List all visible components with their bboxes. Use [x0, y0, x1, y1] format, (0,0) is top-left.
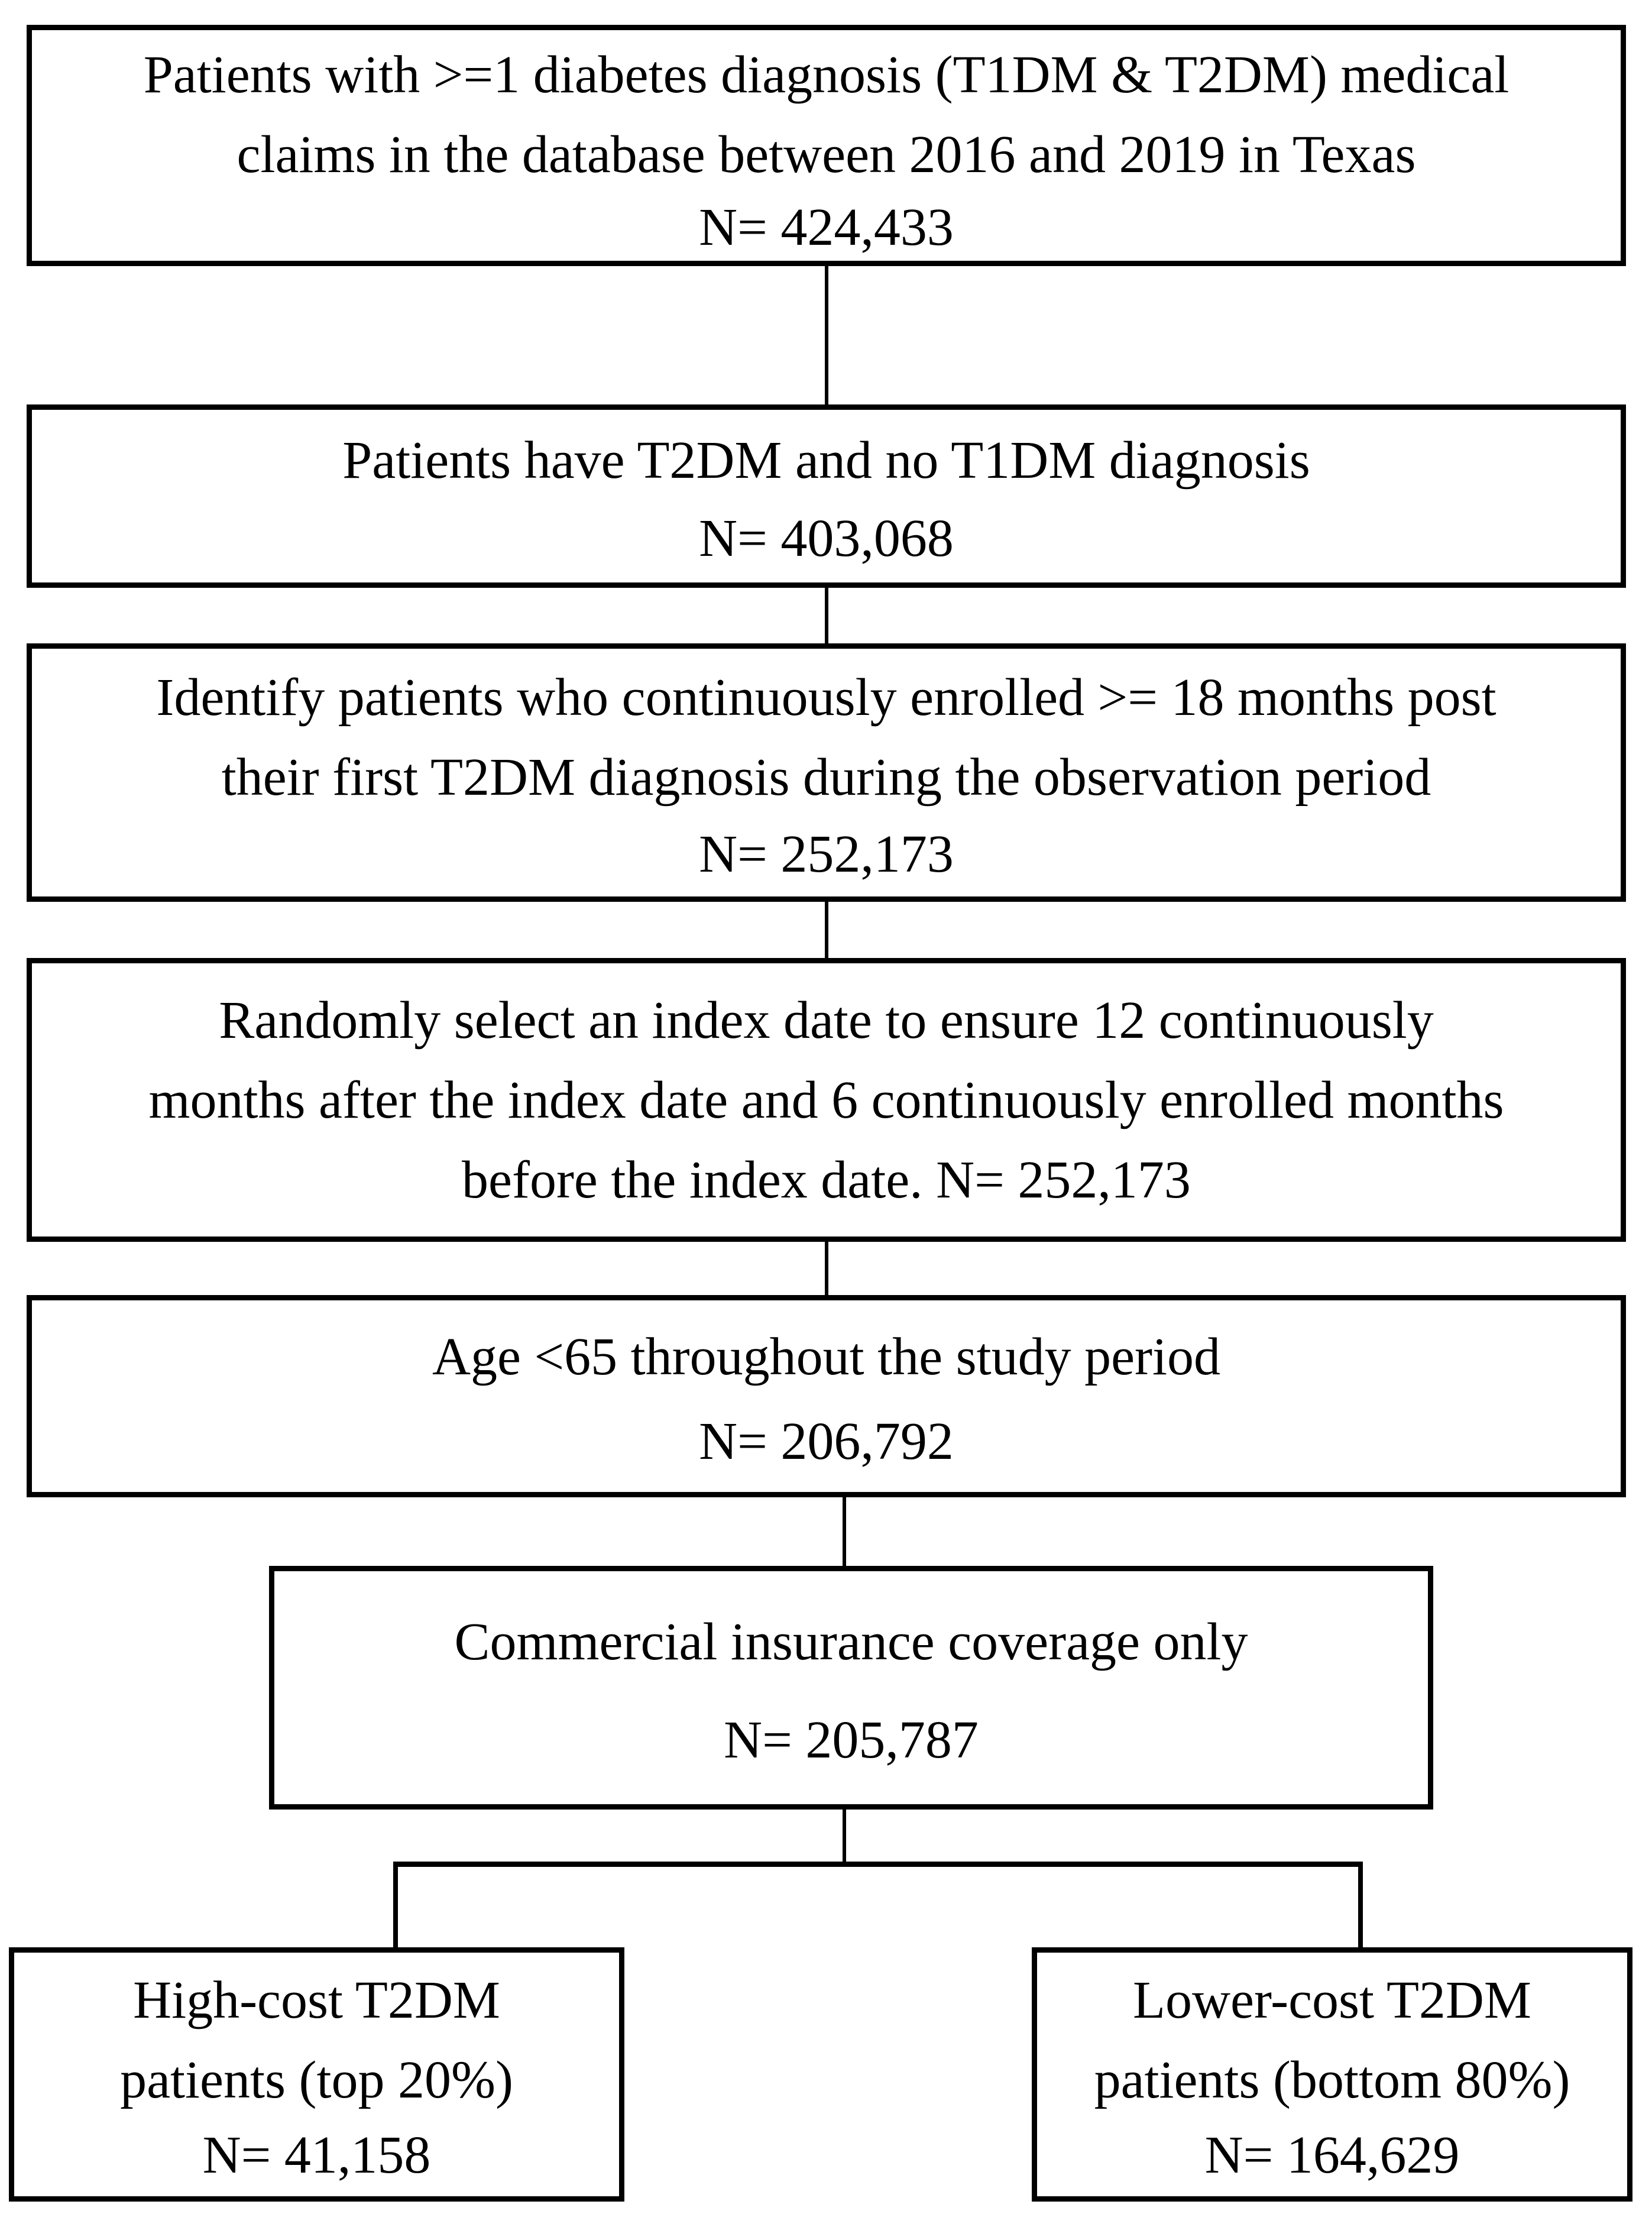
box-n: N= 164,629 — [1204, 2126, 1460, 2184]
connector-1-2 — [825, 266, 828, 404]
branch-right-line — [1358, 1862, 1363, 1947]
flow-box-t2dm-no-t1dm: Patients have T2DM and no T1DM diagnosis… — [27, 404, 1626, 588]
connector-5-6 — [843, 1497, 846, 1566]
connector-4-5 — [825, 1242, 828, 1295]
flow-box-continuous-enrollment: Identify patients who continuously enrol… — [27, 643, 1626, 902]
branch-horizontal-line — [393, 1862, 1363, 1867]
box-n: N= 206,792 — [699, 1412, 954, 1471]
flow-box-diabetes-claims: Patients with >=1 diabetes diagnosis (T1… — [27, 25, 1626, 266]
flow-box-age-under-65: Age <65 throughout the study period N= 2… — [27, 1295, 1626, 1497]
flow-box-index-date-selection: Randomly select an index date to ensure … — [27, 958, 1626, 1242]
box-text: Lower-cost T2DM patients (bottom 80%) — [1094, 1970, 1570, 2109]
connector-6-branch — [843, 1810, 846, 1864]
box-n: N= 403,068 — [699, 509, 954, 568]
box-text: Patients with >=1 diabetes diagnosis (T1… — [143, 46, 1510, 184]
box-text: Randomly select an index date to ensure … — [148, 991, 1504, 1209]
box-n: N= 41,158 — [202, 2126, 431, 2184]
flow-box-high-cost-t2dm: High-cost T2DM patients (top 20%) N= 41,… — [9, 1947, 624, 2202]
box-n: N= 205,787 — [724, 1711, 979, 1769]
flow-box-commercial-insurance: Commercial insurance coverage only N= 20… — [269, 1566, 1433, 1810]
connector-2-3 — [825, 588, 828, 643]
box-text: High-cost T2DM patients (top 20%) — [120, 1970, 513, 2109]
box-n: N= 424,433 — [699, 198, 954, 257]
box-text: Patients have T2DM and no T1DM diagnosis — [342, 430, 1310, 490]
box-text: Age <65 throughout the study period — [432, 1328, 1221, 1387]
box-text: Identify patients who continuously enrol… — [156, 668, 1496, 807]
branch-left-line — [393, 1862, 398, 1947]
box-n: N= 252,173 — [699, 824, 954, 883]
box-text: Commercial insurance coverage only — [454, 1612, 1248, 1671]
flow-box-lower-cost-t2dm: Lower-cost T2DM patients (bottom 80%) N=… — [1032, 1947, 1632, 2202]
connector-3-4 — [825, 902, 828, 958]
